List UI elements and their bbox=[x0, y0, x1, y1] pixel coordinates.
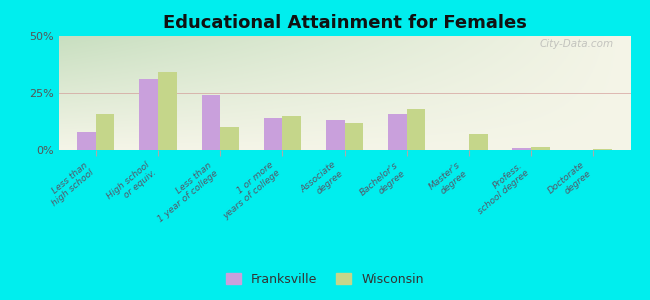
Bar bbox=[139, 79, 158, 150]
Bar bbox=[77, 132, 96, 150]
Bar bbox=[593, 149, 612, 150]
Bar bbox=[202, 95, 220, 150]
Bar bbox=[344, 123, 363, 150]
Title: Educational Attainment for Females: Educational Attainment for Females bbox=[162, 14, 526, 32]
Legend: Franksville, Wisconsin: Franksville, Wisconsin bbox=[221, 268, 429, 291]
Bar bbox=[158, 73, 177, 150]
Bar bbox=[326, 120, 344, 150]
Bar bbox=[220, 127, 239, 150]
Bar bbox=[96, 113, 114, 150]
Bar bbox=[282, 116, 301, 150]
Bar bbox=[469, 134, 488, 150]
Bar bbox=[264, 118, 282, 150]
Bar bbox=[531, 147, 550, 150]
Bar bbox=[512, 148, 531, 150]
Bar bbox=[407, 109, 425, 150]
Text: City-Data.com: City-Data.com bbox=[540, 39, 614, 50]
Bar bbox=[388, 113, 407, 150]
